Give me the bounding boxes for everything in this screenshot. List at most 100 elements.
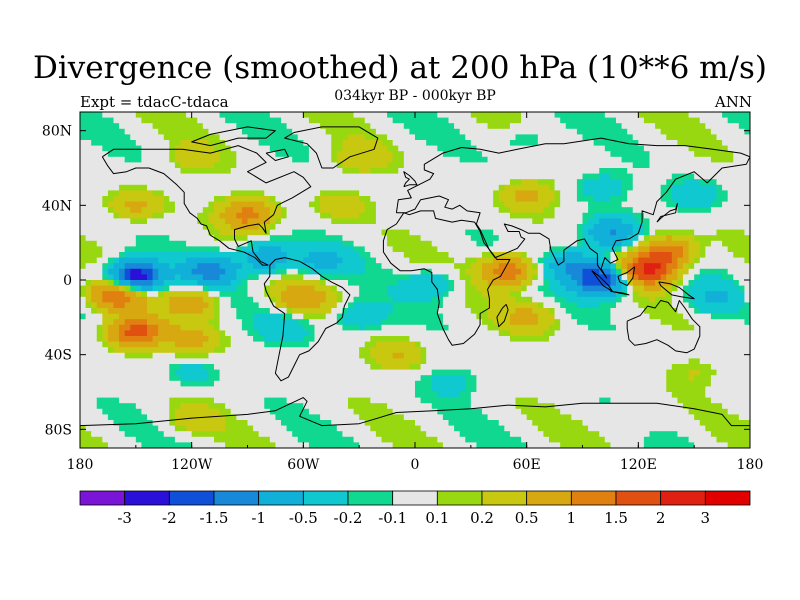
field-cell xyxy=(426,324,433,331)
field-cell xyxy=(643,190,650,197)
field-cell xyxy=(582,168,589,174)
field-cell xyxy=(342,240,349,247)
field-cell xyxy=(359,313,366,320)
field-cell xyxy=(409,336,416,342)
field-cell xyxy=(454,313,461,320)
field-cell xyxy=(174,285,181,292)
field-cell xyxy=(264,184,271,191)
field-cell xyxy=(392,319,399,326)
field-cell xyxy=(638,201,645,208)
field-cell xyxy=(292,173,299,180)
field-cell xyxy=(342,291,349,298)
field-cell xyxy=(549,246,555,253)
field-cell xyxy=(247,224,254,230)
field-cell xyxy=(325,123,332,130)
field-cell xyxy=(694,134,701,141)
field-cell xyxy=(174,201,181,208)
field-cell xyxy=(627,336,634,342)
field-cell xyxy=(85,263,92,270)
field-cell xyxy=(163,263,170,270)
field-cell xyxy=(671,235,678,242)
field-cell xyxy=(342,123,349,130)
field-cell xyxy=(616,336,622,342)
field-cell xyxy=(80,330,86,337)
field-cell xyxy=(247,336,254,342)
field-cell xyxy=(487,218,494,225)
field-cell xyxy=(437,224,444,230)
field-cell xyxy=(174,212,181,219)
field-cell xyxy=(683,218,689,225)
field-cell xyxy=(236,319,243,326)
field-cell xyxy=(348,240,354,247)
field-cell xyxy=(286,274,293,281)
field-cell xyxy=(264,274,271,281)
field-cell xyxy=(705,308,712,314)
field-cell xyxy=(191,134,198,141)
field-cell xyxy=(336,128,343,135)
field-cell xyxy=(426,207,433,214)
field-cell xyxy=(264,201,271,208)
field-cell xyxy=(353,257,360,264)
field-cell xyxy=(699,145,706,152)
field-cell xyxy=(381,246,388,253)
field-cell xyxy=(91,151,98,158)
field-cell xyxy=(353,330,360,337)
field-cell xyxy=(208,168,215,174)
field-cell xyxy=(627,302,634,309)
field-cell xyxy=(671,257,678,264)
field-cell xyxy=(498,324,505,331)
field-cell xyxy=(599,240,606,247)
field-cell xyxy=(459,128,466,135)
field-cell xyxy=(348,336,354,342)
field-cell xyxy=(364,246,371,253)
field-cell xyxy=(442,140,449,146)
field-cell xyxy=(677,134,684,141)
field-cell xyxy=(688,308,695,314)
field-cell xyxy=(275,207,282,214)
field-cell xyxy=(113,280,120,286)
field-cell xyxy=(565,235,572,242)
field-cell xyxy=(565,151,572,158)
field-cell xyxy=(482,280,488,286)
field-cell xyxy=(655,224,662,230)
field-cell xyxy=(303,207,310,214)
field-cell xyxy=(398,145,405,152)
field-cell xyxy=(364,207,371,214)
field-cell xyxy=(549,229,555,236)
field-cell xyxy=(135,263,142,270)
field-cell xyxy=(169,268,176,275)
field-cell xyxy=(677,173,684,180)
field-cell xyxy=(152,224,159,230)
field-cell xyxy=(459,319,466,326)
field-cell xyxy=(454,201,461,208)
field-cell xyxy=(554,235,561,242)
field-cell xyxy=(364,140,371,146)
field-cell xyxy=(515,285,522,292)
field-cell xyxy=(442,179,449,186)
field-cell xyxy=(744,212,750,219)
field-cell xyxy=(230,341,237,348)
field-cell xyxy=(219,319,226,326)
field-cell xyxy=(331,128,338,135)
field-cell xyxy=(526,190,533,197)
field-cell xyxy=(470,296,477,303)
field-cell xyxy=(152,274,159,281)
field-cell xyxy=(147,229,153,236)
field-cell xyxy=(325,263,332,270)
field-cell xyxy=(688,229,695,236)
field-cell xyxy=(560,302,567,309)
field-cell xyxy=(119,207,126,214)
field-cell xyxy=(733,319,740,326)
field-cell xyxy=(705,196,712,202)
field-cell xyxy=(141,201,148,208)
field-cell xyxy=(387,128,394,135)
field-cell xyxy=(627,246,634,253)
field-cell xyxy=(387,140,394,146)
field-cell xyxy=(269,246,276,253)
field-cell xyxy=(247,196,254,202)
field-cell xyxy=(292,212,299,219)
field-cell xyxy=(370,162,377,169)
field-cell xyxy=(219,313,226,320)
field-cell xyxy=(292,268,299,275)
field-cell xyxy=(705,285,712,292)
